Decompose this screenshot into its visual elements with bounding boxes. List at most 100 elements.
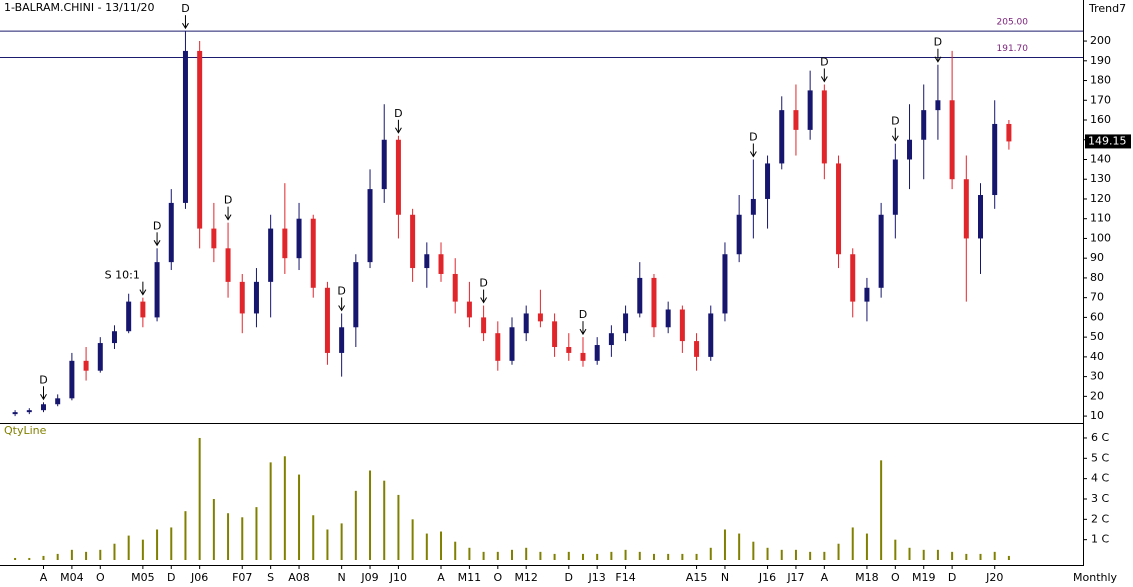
level-label: 205.00 bbox=[997, 18, 1029, 28]
candle-body bbox=[211, 228, 217, 249]
volume-bar bbox=[624, 549, 627, 560]
volume-bar bbox=[851, 527, 854, 560]
volume-bar bbox=[241, 517, 244, 560]
candle-body bbox=[608, 333, 614, 346]
event-label: S 10:1 bbox=[105, 269, 140, 282]
candle-body bbox=[367, 189, 373, 263]
event-label: D bbox=[579, 308, 587, 321]
volume-bar bbox=[780, 549, 783, 560]
x-tick-label: D bbox=[948, 571, 956, 584]
event-arrowhead bbox=[153, 240, 161, 247]
x-tick-label: M05 bbox=[131, 571, 155, 584]
volume-bar bbox=[652, 553, 655, 560]
candle-body bbox=[807, 90, 813, 130]
x-tick-label: M19 bbox=[912, 571, 936, 584]
x-tick-label: J16 bbox=[758, 571, 776, 584]
period-label: Monthly bbox=[1073, 571, 1118, 584]
volume-bar bbox=[298, 474, 301, 560]
volume-bar bbox=[227, 513, 230, 560]
candle-body bbox=[381, 139, 387, 190]
event-label: D bbox=[181, 2, 189, 15]
candle-body bbox=[509, 327, 515, 361]
x-tick-label: D bbox=[167, 571, 175, 584]
candle-body bbox=[765, 163, 771, 199]
x-tick-label: J06 bbox=[190, 571, 208, 584]
volume-bar bbox=[951, 551, 954, 560]
candle-body bbox=[140, 301, 146, 318]
candle-body bbox=[239, 281, 245, 314]
candle-body bbox=[282, 228, 288, 259]
volume-bar bbox=[752, 541, 755, 560]
volume-bar bbox=[667, 553, 670, 560]
last-price-label: 149.15 bbox=[1088, 134, 1127, 147]
event-arrowhead bbox=[182, 22, 189, 30]
volume-bar bbox=[141, 539, 144, 560]
x-tick-label: M04 bbox=[60, 571, 84, 584]
volume-bar bbox=[255, 507, 258, 560]
candle-body bbox=[850, 254, 856, 302]
candle-body bbox=[339, 327, 345, 353]
candle-body bbox=[992, 123, 998, 196]
candle-body bbox=[111, 331, 117, 344]
volume-bar bbox=[283, 456, 286, 560]
volume-bar bbox=[880, 460, 883, 560]
level-label: 191.70 bbox=[997, 44, 1029, 54]
x-tick-label: J20 bbox=[985, 571, 1003, 584]
x-tick-label: D bbox=[565, 571, 573, 584]
candle-body bbox=[779, 110, 785, 164]
candle-body bbox=[623, 313, 629, 334]
y-tick-label: 40 bbox=[1090, 350, 1104, 363]
event-arrowhead bbox=[40, 394, 47, 401]
event-arrowhead bbox=[579, 328, 587, 336]
volume-bar bbox=[511, 549, 513, 560]
volume-bar bbox=[936, 549, 939, 560]
event-arrowhead bbox=[934, 56, 942, 63]
candle-body bbox=[694, 341, 700, 357]
volume-bar bbox=[610, 551, 613, 560]
candle-body bbox=[410, 214, 416, 269]
volume-bar bbox=[28, 557, 31, 560]
y-tick-label: 50 bbox=[1090, 330, 1104, 343]
volume-bar bbox=[70, 549, 73, 560]
volume-bar bbox=[184, 511, 187, 560]
y-tick-label: 1 C bbox=[1091, 533, 1109, 546]
x-tick-label: A bbox=[437, 571, 445, 584]
candle-body bbox=[864, 287, 870, 302]
event-arrowhead bbox=[394, 127, 402, 134]
volume-bar bbox=[581, 553, 584, 560]
volume-bar bbox=[369, 470, 372, 560]
volume-bar bbox=[383, 480, 386, 560]
candle-body bbox=[495, 333, 501, 361]
candle-body bbox=[537, 313, 543, 322]
candle-body bbox=[324, 287, 330, 353]
volume-bar bbox=[127, 535, 130, 560]
event-arrowhead bbox=[338, 305, 346, 312]
event-label: D bbox=[337, 284, 345, 297]
candle-body bbox=[438, 254, 444, 274]
y-tick-label: 10 bbox=[1090, 409, 1104, 422]
y-tick-label: 2 C bbox=[1091, 512, 1109, 525]
candle-body bbox=[594, 345, 600, 361]
x-tick-label: O bbox=[493, 571, 502, 584]
x-tick-label: A15 bbox=[686, 571, 708, 584]
x-tick-label: J09 bbox=[360, 571, 378, 584]
candle-body bbox=[296, 218, 302, 259]
candle-body bbox=[878, 214, 884, 288]
candle-body bbox=[736, 214, 742, 255]
candle-body bbox=[197, 50, 203, 229]
event-label: D bbox=[224, 194, 232, 207]
volume-bar bbox=[738, 533, 741, 560]
candle-body bbox=[83, 360, 89, 371]
candle-body bbox=[679, 309, 685, 342]
volume-bar bbox=[198, 437, 201, 560]
candle-body bbox=[12, 412, 18, 415]
event-label: D bbox=[153, 219, 161, 232]
candle-body bbox=[26, 410, 32, 413]
volume-bar bbox=[411, 519, 414, 560]
candle-body bbox=[566, 347, 572, 353]
candle-body bbox=[182, 50, 188, 203]
candle-body bbox=[55, 398, 61, 405]
candle-body bbox=[580, 352, 586, 361]
candle-body bbox=[168, 202, 174, 263]
